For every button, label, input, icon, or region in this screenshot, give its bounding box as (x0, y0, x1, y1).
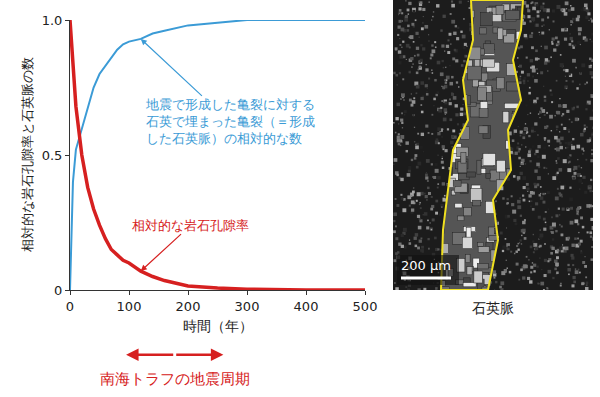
svg-text:時間（年）: 時間（年） (183, 318, 253, 334)
svg-text:南海トラフの地震周期: 南海トラフの地震周期 (100, 370, 250, 388)
svg-text:200 μm: 200 μm (401, 258, 451, 273)
svg-text:1.0: 1.0 (42, 13, 63, 28)
svg-text:400: 400 (294, 299, 319, 314)
svg-text:500: 500 (353, 299, 378, 314)
svg-text:200: 200 (176, 299, 201, 314)
svg-text:0: 0 (54, 283, 62, 298)
svg-text:100: 100 (117, 299, 142, 314)
svg-text:地震で形成した亀裂に対する石英で埋まった亀裂（＝形成した石英: 地震で形成した亀裂に対する石英で埋まった亀裂（＝形成した石英脈）の相対的な数 (145, 97, 315, 146)
html-text:石英脈: 石英脈 (472, 300, 514, 316)
svg-text:0.5: 0.5 (42, 148, 63, 163)
svg-text:300: 300 (235, 299, 260, 314)
svg-text:0: 0 (66, 299, 74, 314)
svg-text:相対的な岩石孔隙率と石英脈の数: 相対的な岩石孔隙率と石英脈の数 (20, 58, 35, 253)
svg-text:相対的な岩石孔隙率: 相対的な岩石孔隙率 (132, 218, 249, 233)
